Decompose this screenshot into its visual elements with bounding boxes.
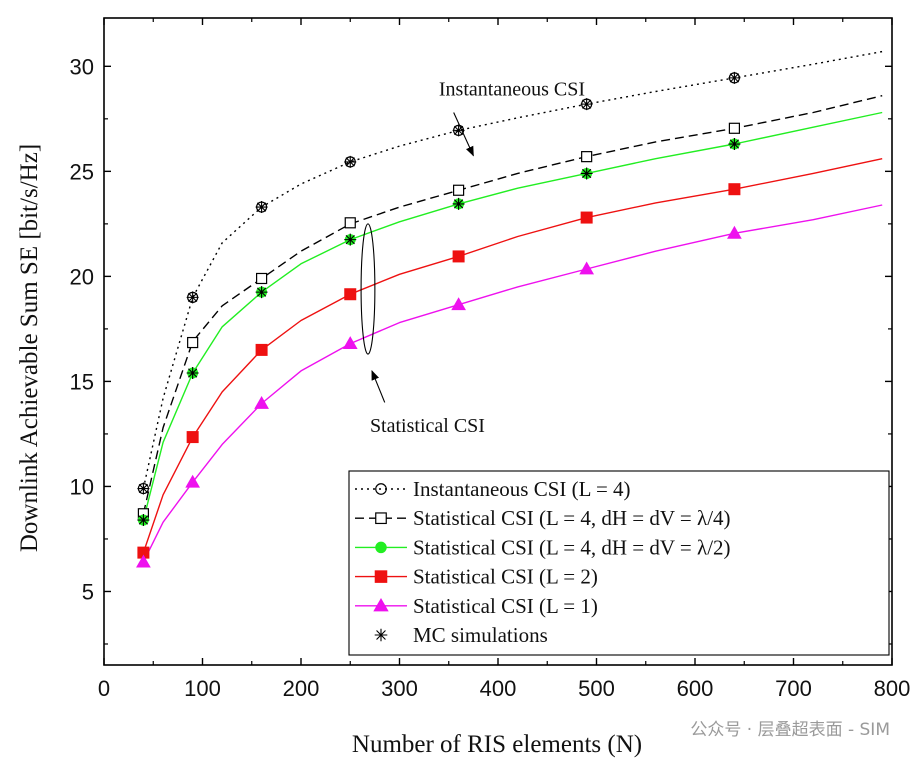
data-point-statistical-csi-l-4-dh-dv-4 [728, 122, 741, 134]
y-axis-title: Downlink Achievable Sum SE [bit/s/Hz] [16, 144, 43, 552]
annotation-arrow [453, 112, 474, 157]
data-point-statistical-csi-l-2 [344, 288, 357, 301]
mc-simulation-point [344, 233, 357, 246]
legend-label-mc-simulations: MC simulations [413, 623, 548, 647]
series-line-statistical-csi-l-4-dh-dv-2 [142, 111, 883, 521]
x-axis-title: Number of RIS elements (N) [352, 731, 642, 758]
data-point-statistical-csi-l-2 [255, 343, 268, 356]
legend-label-statistical-csi-l-4-dh-dv-2: Statistical CSI (L = 4, dH = dV = λ/2) [413, 535, 731, 559]
x-tick-label: 700 [775, 676, 812, 701]
data-point-statistical-csi-l-1 [451, 297, 466, 311]
x-tick-label: 0 [98, 676, 110, 701]
annotation-label: Statistical CSI [370, 415, 485, 437]
data-point-statistical-csi-l-4-dh-dv-4 [581, 151, 593, 163]
x-tick-label: 800 [874, 676, 911, 701]
mc-simulation-point [137, 514, 150, 527]
series-line-statistical-csi-l-2 [142, 158, 883, 553]
legend-marker-statistical-csi-l-2 [374, 570, 388, 583]
mc-simulation-point [728, 71, 741, 84]
mc-simulation-point [452, 124, 465, 137]
mc-simulation-markers [137, 71, 741, 527]
legend-box [348, 470, 890, 656]
watermark: 公众号 · 层叠超表面 - SIM [690, 720, 890, 740]
legend: Instantaneous CSI (L = 4) Statistical CSI… [348, 470, 890, 656]
x-tick-label: 500 [578, 676, 615, 701]
plot-series [142, 50, 883, 563]
mc-simulation-point [344, 155, 357, 168]
annotation-arrow [371, 369, 386, 403]
legend-marker-mc-simulations [374, 628, 388, 642]
x-tick-label: 300 [381, 676, 418, 701]
y-tick-label: 10 [70, 474, 94, 499]
data-point-statistical-csi-l-4-dh-dv-4 [187, 336, 199, 349]
series-line-instantaneous-csi-l-4 [142, 50, 883, 489]
data-point-statistical-csi-l-2 [580, 211, 593, 224]
x-tick-label: 400 [480, 676, 517, 701]
mc-simulation-point [728, 138, 741, 151]
mc-simulation-point [580, 98, 593, 111]
data-point-statistical-csi-l-1 [342, 336, 358, 349]
legend-label-statistical-csi-l-4-dh-dv-4: Statistical CSI (L = 4, dH = dV = λ/4) [413, 506, 731, 530]
series-line-statistical-csi-l-4-dh-dv-4 [142, 95, 883, 514]
mc-simulation-point [452, 197, 465, 210]
y-axis-ticks: 5 10 15 20 25 30 [70, 54, 892, 645]
annotation-label: Instantaneous CSI [439, 79, 585, 101]
legend-marker-statistical-csi-l-1 [373, 597, 389, 612]
mc-simulation-point [255, 286, 268, 299]
data-point-statistical-csi-l-1 [579, 261, 595, 275]
legend-marker-instantaneous-csi-l-4 [375, 483, 387, 495]
x-tick-label: 600 [677, 676, 714, 701]
mc-simulation-point [255, 201, 268, 214]
legend-marker-statistical-csi-l-4-dh-dv-2 [375, 541, 387, 554]
x-tick-label: 100 [184, 676, 221, 701]
data-point-statistical-csi-l-4-dh-dv-4 [453, 184, 465, 196]
data-point-statistical-csi-l-1 [136, 554, 151, 568]
series-line-statistical-csi-l-1 [142, 204, 883, 563]
y-tick-label: 25 [70, 159, 94, 184]
x-axis-ticks: 0 100 200 300 400 500 600 700 800 [98, 18, 910, 701]
legend-marker-statistical-csi-l-4-dh-dv-4 [375, 512, 387, 525]
data-point-statistical-csi-l-2 [728, 183, 741, 196]
y-tick-label: 5 [82, 579, 94, 604]
data-point-statistical-csi-l-4-dh-dv-4 [256, 272, 268, 285]
statistical-csi-ellipse [360, 223, 376, 355]
data-point-statistical-csi-l-1 [185, 474, 201, 488]
data-point-statistical-csi-l-2 [452, 250, 465, 263]
y-tick-label: 20 [70, 264, 94, 289]
data-point-statistical-csi-l-2 [186, 431, 199, 444]
data-point-statistical-csi-l-1 [254, 395, 269, 409]
data-point-statistical-csi-l-1 [727, 225, 742, 239]
mc-simulation-point [137, 482, 150, 495]
mc-simulation-point [580, 167, 593, 180]
legend-label-statistical-csi-l-1: Statistical CSI (L = 1) [413, 594, 598, 618]
data-point-statistical-csi-l-4-dh-dv-4 [344, 217, 356, 229]
mc-simulation-point [186, 367, 199, 380]
legend-label-instantaneous-csi-l-4: Instantaneous CSI (L = 4) [413, 477, 631, 501]
mc-simulation-point [186, 291, 199, 304]
x-tick-label: 200 [283, 676, 320, 701]
y-tick-label: 15 [70, 369, 94, 394]
legend-label-statistical-csi-l-2: Statistical CSI (L = 2) [413, 565, 598, 589]
annotations: Instantaneous CSI Statistical CSI [360, 79, 585, 437]
y-tick-label: 30 [70, 54, 94, 79]
